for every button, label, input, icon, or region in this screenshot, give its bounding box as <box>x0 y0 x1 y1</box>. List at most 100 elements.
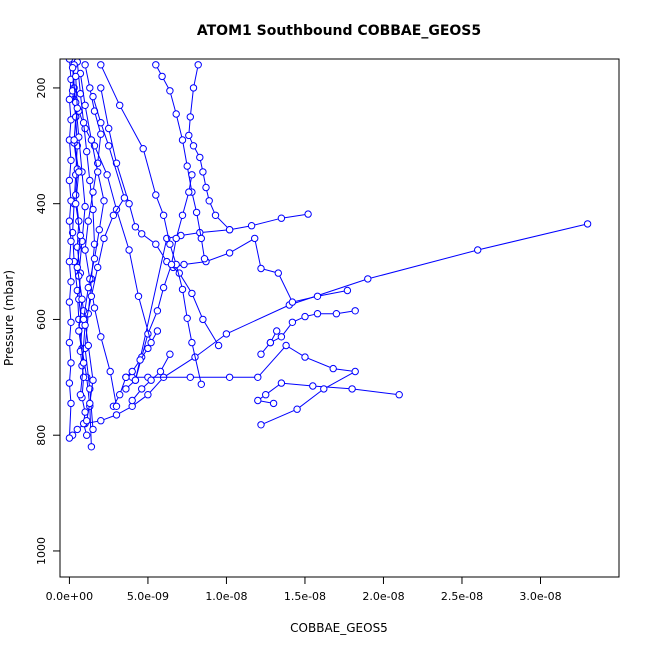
data-point <box>194 61 202 69</box>
data-point <box>94 168 102 176</box>
data-point <box>186 373 195 381</box>
series-7 <box>97 84 223 350</box>
data-point <box>197 380 206 388</box>
data-point <box>87 443 96 451</box>
data-point <box>183 314 191 322</box>
data-point <box>125 200 133 208</box>
data-point <box>97 61 105 69</box>
data-point <box>72 200 80 208</box>
data-point <box>152 240 160 248</box>
data-point <box>313 310 322 318</box>
data-point <box>225 373 234 381</box>
series-9 <box>185 61 234 234</box>
data-point <box>79 373 88 381</box>
data-point <box>254 396 262 405</box>
data-point <box>76 231 85 240</box>
data-point <box>269 399 278 408</box>
data-point <box>83 417 91 425</box>
data-point <box>304 210 312 218</box>
data-point <box>65 298 74 306</box>
data-point <box>288 318 297 326</box>
x-tick-label: 1.5e-08 <box>284 590 326 603</box>
data-point <box>87 292 96 300</box>
data-point <box>67 156 75 165</box>
data-point <box>199 168 207 176</box>
data-point <box>122 385 130 393</box>
data-point <box>257 264 265 273</box>
series-line <box>100 87 220 346</box>
data-point <box>131 223 140 231</box>
data-point <box>89 425 97 434</box>
data-point <box>188 338 196 347</box>
data-point <box>251 234 259 243</box>
data-point <box>185 131 193 140</box>
data-point <box>89 92 97 101</box>
data-point <box>211 211 220 220</box>
data-point <box>343 286 352 295</box>
data-point <box>75 327 83 335</box>
data-point <box>153 307 162 315</box>
data-point <box>78 295 86 303</box>
data-point <box>138 385 146 393</box>
data-point <box>83 147 91 156</box>
x-tick-label: 2.0e-08 <box>362 590 404 603</box>
data-point <box>97 84 105 92</box>
data-point <box>105 124 113 133</box>
data-point <box>196 153 204 162</box>
data-point <box>97 130 105 138</box>
x-axis-title: COBBAE_GEOS5 <box>290 621 388 635</box>
series-6 <box>257 307 359 358</box>
chart-title: ATOM1 Southbound COBBAE_GEOS5 <box>197 23 481 39</box>
x-tick-label: 1.0e-08 <box>205 590 247 603</box>
data-point <box>97 417 105 425</box>
data-point <box>116 391 124 399</box>
data-point <box>166 240 174 248</box>
data-point <box>288 298 297 306</box>
data-point <box>120 194 129 202</box>
data-point <box>152 61 160 69</box>
plot-area-border <box>59 58 620 578</box>
data-point <box>277 214 286 222</box>
data-point <box>273 327 281 335</box>
data-point <box>67 359 75 367</box>
series-23 <box>70 72 88 399</box>
data-point <box>205 197 213 205</box>
data-point <box>86 84 94 92</box>
data-point <box>178 136 187 144</box>
x-tick-label: 3.0e-08 <box>519 590 561 603</box>
data-point <box>68 64 77 72</box>
data-point <box>178 285 187 294</box>
data-point <box>116 101 124 110</box>
data-point <box>351 307 359 315</box>
data-point <box>89 188 97 196</box>
data-point <box>72 191 80 199</box>
data-point <box>153 327 162 335</box>
x-tick-label: 2.5e-08 <box>441 590 483 603</box>
data-point <box>105 142 113 150</box>
data-point <box>348 385 356 393</box>
data-point <box>293 405 301 413</box>
data-point <box>320 385 328 393</box>
series-22 <box>76 69 108 324</box>
data-point <box>159 211 168 220</box>
y-tick-label: 1000 <box>35 537 48 565</box>
data-point <box>189 84 198 92</box>
data-point <box>84 217 93 225</box>
series-line <box>155 64 205 259</box>
data-point <box>65 217 74 225</box>
data-point <box>87 136 96 144</box>
data-point <box>73 425 82 434</box>
data-point <box>277 379 286 387</box>
series-11 <box>131 171 196 384</box>
data-point <box>185 188 193 196</box>
data-point <box>65 434 74 442</box>
data-point <box>158 72 166 81</box>
data-point <box>84 283 93 292</box>
y-tick-label: 800 <box>35 425 48 446</box>
data-point <box>167 260 176 269</box>
data-point <box>94 263 102 272</box>
series-21 <box>78 92 129 370</box>
data-point <box>134 292 143 300</box>
data-point <box>84 341 93 350</box>
